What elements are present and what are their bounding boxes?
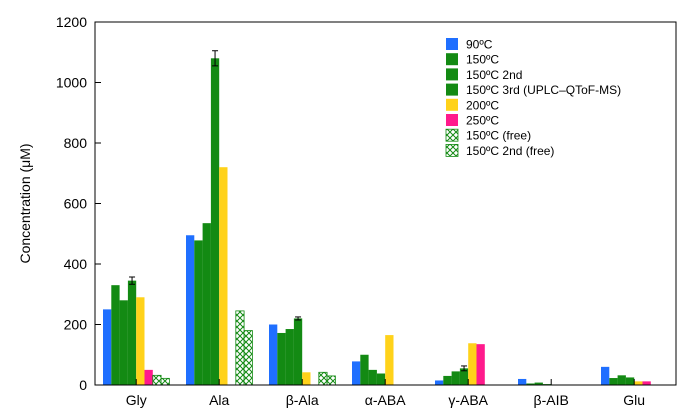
bar <box>326 375 336 386</box>
bar <box>103 309 112 385</box>
y-tick-label: 400 <box>64 256 88 272</box>
y-axis-title: Concentration (μM) <box>17 143 33 263</box>
bar <box>243 330 253 386</box>
error-bars-layer <box>129 50 468 372</box>
legend-swatch <box>446 53 458 66</box>
bar <box>210 58 220 386</box>
legend-label: 150ºC 2nd <box>466 68 522 82</box>
x-tick-label: Gly <box>126 392 147 408</box>
legend-swatch <box>445 128 459 142</box>
bar <box>111 285 120 385</box>
legend-swatch <box>446 68 458 81</box>
bar <box>119 300 128 385</box>
bar <box>318 371 328 386</box>
bars-layer <box>103 58 651 386</box>
y-tick-label: 600 <box>64 196 88 212</box>
bar <box>443 375 452 385</box>
bar <box>219 167 228 385</box>
bar <box>285 329 294 385</box>
y-axis: 0 200 400 600 800 1000 1200 <box>56 14 101 393</box>
legend-label: 150ºC 2nd (free) <box>466 144 554 158</box>
bar <box>144 369 153 385</box>
y-tick-label: 1200 <box>56 14 87 30</box>
x-tick-label: β-Ala <box>286 392 319 408</box>
bar <box>277 332 286 385</box>
bar <box>376 373 386 385</box>
y-tick-label: 0 <box>79 377 87 393</box>
x-axis: Gly Ala β-Ala α-ABA γ-ABA β-AIB Glu <box>126 379 645 408</box>
legend-label: 200ºC <box>466 98 499 112</box>
bar <box>385 335 394 385</box>
legend-label: 150ºC 3rd (UPLC–QToF-MS) <box>466 83 621 97</box>
x-tick-label: α-ABA <box>365 392 406 408</box>
bar <box>435 380 444 385</box>
bar <box>476 344 485 385</box>
bar <box>360 354 369 385</box>
legend-swatch <box>446 83 458 96</box>
bar <box>160 377 170 386</box>
bar <box>451 371 460 385</box>
legend-label: 90ºC <box>466 38 493 52</box>
bar <box>625 377 635 385</box>
bar <box>468 343 477 385</box>
bar <box>609 378 618 385</box>
bar <box>186 235 195 385</box>
bar <box>617 375 626 385</box>
bar <box>302 372 311 385</box>
bar <box>518 378 527 385</box>
x-tick-label: Ala <box>209 392 229 408</box>
bar <box>534 382 543 385</box>
bar <box>293 318 303 385</box>
legend-label: 150ºC (free) <box>466 129 531 143</box>
x-tick-label: β-AIB <box>534 392 569 408</box>
legend-label: 150ºC <box>466 53 499 67</box>
y-tick-label: 800 <box>64 135 88 151</box>
bar <box>202 223 211 385</box>
bar <box>634 381 643 385</box>
x-tick-label: γ-ABA <box>448 392 488 408</box>
y-tick-label: 1000 <box>56 75 87 91</box>
plot-frame <box>94 21 677 386</box>
bar <box>136 297 145 385</box>
bar <box>459 368 469 385</box>
bar <box>368 369 377 385</box>
legend-swatch <box>446 98 458 111</box>
legend-swatch <box>445 143 459 157</box>
legend-label: 250ºC <box>466 114 499 128</box>
legend-swatch <box>446 38 458 50</box>
legend-swatch <box>446 114 458 126</box>
bar <box>152 374 162 386</box>
y-tick-label: 200 <box>64 317 88 333</box>
bar <box>269 324 278 385</box>
bar <box>526 383 535 385</box>
bar <box>352 361 361 385</box>
bar <box>127 280 137 385</box>
bar <box>194 240 203 385</box>
bar <box>642 381 651 385</box>
bar <box>235 310 245 386</box>
x-tick-label: Glu <box>623 392 645 408</box>
bar <box>601 366 610 385</box>
